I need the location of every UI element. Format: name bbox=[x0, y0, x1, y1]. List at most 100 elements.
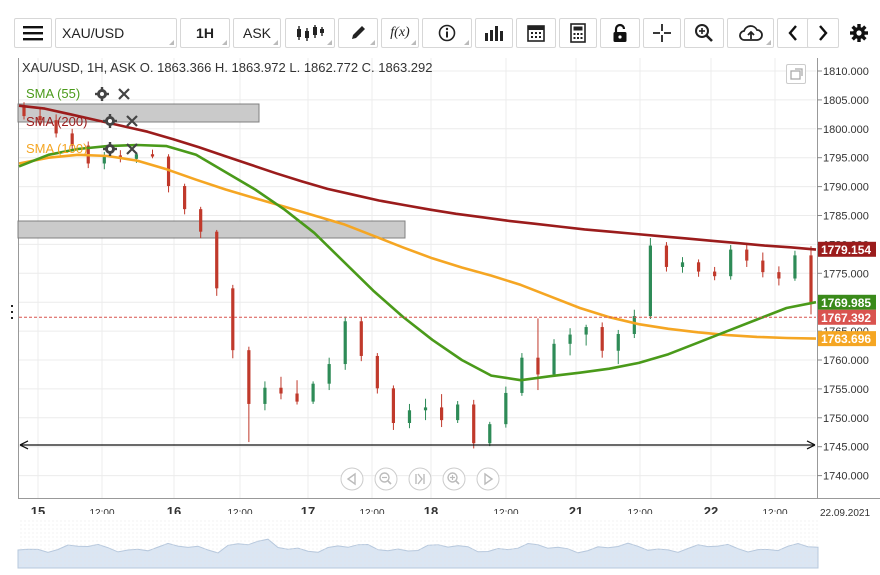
candle[interactable] bbox=[488, 421, 492, 447]
price-side-selector[interactable]: ASK bbox=[233, 18, 281, 48]
candle-body bbox=[616, 333, 620, 351]
timeframe-selector[interactable]: 1H bbox=[180, 18, 230, 48]
candle[interactable] bbox=[38, 108, 42, 125]
sma-200-line bbox=[18, 104, 817, 251]
volume-button[interactable] bbox=[475, 18, 513, 48]
candle-body bbox=[423, 407, 428, 411]
candle[interactable] bbox=[295, 380, 299, 405]
zoom-button[interactable] bbox=[684, 18, 724, 48]
candle-body bbox=[439, 407, 444, 421]
candle[interactable] bbox=[327, 357, 331, 391]
price-tag-text: 1767.392 bbox=[821, 311, 871, 325]
calendar-button[interactable] bbox=[516, 18, 556, 48]
candle[interactable] bbox=[696, 259, 701, 277]
candle[interactable] bbox=[761, 252, 765, 278]
candle[interactable] bbox=[343, 316, 347, 370]
candle-body bbox=[472, 404, 476, 444]
arrow-left-icon bbox=[788, 25, 797, 41]
draw-tools-button[interactable] bbox=[338, 18, 378, 48]
candle[interactable] bbox=[263, 381, 267, 411]
menu-button[interactable] bbox=[14, 18, 52, 48]
sma-55-line bbox=[18, 143, 817, 382]
sma-100-label[interactable]: SMA (100) bbox=[26, 141, 87, 156]
candle[interactable] bbox=[648, 238, 652, 319]
sma-55-label[interactable]: SMA (55) bbox=[26, 86, 80, 101]
candle[interactable] bbox=[584, 324, 588, 346]
resistance-zone-lower[interactable] bbox=[17, 220, 406, 239]
candle[interactable] bbox=[568, 328, 572, 356]
candle[interactable] bbox=[150, 149, 155, 159]
resistance-zone-upper[interactable] bbox=[17, 103, 260, 123]
candle[interactable] bbox=[664, 242, 669, 272]
candle[interactable] bbox=[70, 128, 74, 150]
candle-body bbox=[696, 262, 701, 272]
lock-button[interactable] bbox=[600, 18, 640, 48]
candle-body bbox=[70, 133, 74, 146]
scroll-left-button[interactable] bbox=[777, 18, 809, 48]
candle[interactable] bbox=[745, 243, 749, 267]
candle[interactable] bbox=[54, 114, 58, 138]
function-icon: f(x) bbox=[390, 25, 410, 40]
sma-100-close-icon[interactable] bbox=[124, 141, 140, 157]
candle[interactable] bbox=[777, 266, 781, 286]
sma-55-gear-icon[interactable] bbox=[94, 86, 110, 102]
candle-body bbox=[648, 245, 652, 317]
y-tick-label: 1745.000 bbox=[823, 442, 869, 454]
candle-body bbox=[520, 357, 524, 393]
candle[interactable] bbox=[279, 376, 283, 400]
candle[interactable] bbox=[215, 229, 219, 296]
candle[interactable] bbox=[375, 353, 379, 394]
candle-body bbox=[680, 262, 685, 267]
scroll-right-button[interactable] bbox=[807, 18, 839, 48]
y-tick-label: 1740.000 bbox=[823, 471, 869, 483]
candle[interactable] bbox=[520, 353, 524, 396]
candle[interactable] bbox=[793, 250, 797, 281]
candle-body bbox=[199, 209, 203, 232]
price-chart[interactable]: 1810.000 1805.000 1800.000 1795.000 1790.000… bbox=[0, 58, 880, 575]
candle[interactable] bbox=[423, 398, 428, 421]
candle[interactable] bbox=[391, 385, 396, 430]
chart-nav-controls bbox=[340, 467, 500, 491]
candle[interactable] bbox=[713, 266, 717, 281]
nav-next-button[interactable] bbox=[476, 467, 500, 491]
candle[interactable] bbox=[456, 401, 460, 424]
candle[interactable] bbox=[616, 329, 620, 365]
zoom-in-button[interactable] bbox=[442, 467, 466, 491]
crosshair-button[interactable] bbox=[643, 18, 681, 48]
candle[interactable] bbox=[359, 317, 363, 362]
settings-button[interactable] bbox=[842, 18, 876, 48]
candle-body bbox=[279, 387, 283, 394]
sma-55-close-icon[interactable] bbox=[116, 86, 132, 102]
cloud-save-button[interactable] bbox=[727, 18, 774, 48]
info-icon bbox=[438, 24, 456, 42]
info-button[interactable] bbox=[422, 18, 472, 48]
candle[interactable] bbox=[311, 381, 315, 404]
candle[interactable] bbox=[472, 399, 476, 449]
y-tick-label: 1800.000 bbox=[823, 124, 869, 136]
sma-200-label[interactable]: SMA (200) bbox=[26, 114, 87, 129]
candle[interactable] bbox=[407, 403, 412, 429]
candle[interactable] bbox=[183, 183, 187, 215]
candle[interactable] bbox=[600, 322, 604, 358]
candle[interactable] bbox=[247, 346, 251, 443]
panel-resize-handle[interactable] bbox=[9, 303, 15, 321]
candle[interactable] bbox=[439, 394, 444, 428]
zoom-out-button[interactable] bbox=[374, 467, 398, 491]
reset-zoom-button[interactable] bbox=[408, 467, 432, 491]
chart-type-button[interactable] bbox=[285, 18, 335, 48]
sma-200-gear-icon[interactable] bbox=[102, 113, 118, 129]
symbol-selector[interactable]: XAU/USD bbox=[55, 18, 177, 48]
indicators-button[interactable]: f(x) bbox=[381, 18, 419, 48]
candle[interactable] bbox=[199, 206, 203, 239]
candle[interactable] bbox=[680, 257, 685, 273]
candle[interactable] bbox=[231, 284, 235, 359]
sma-100-gear-icon[interactable] bbox=[102, 141, 118, 157]
candle-body bbox=[343, 321, 347, 365]
nav-prev-button[interactable] bbox=[340, 467, 364, 491]
popout-button[interactable] bbox=[786, 64, 806, 84]
candle[interactable] bbox=[729, 244, 733, 280]
calculator-button[interactable] bbox=[559, 18, 597, 48]
candle[interactable] bbox=[504, 386, 508, 428]
sma-200-close-icon[interactable] bbox=[124, 113, 140, 129]
candle[interactable] bbox=[552, 339, 556, 377]
